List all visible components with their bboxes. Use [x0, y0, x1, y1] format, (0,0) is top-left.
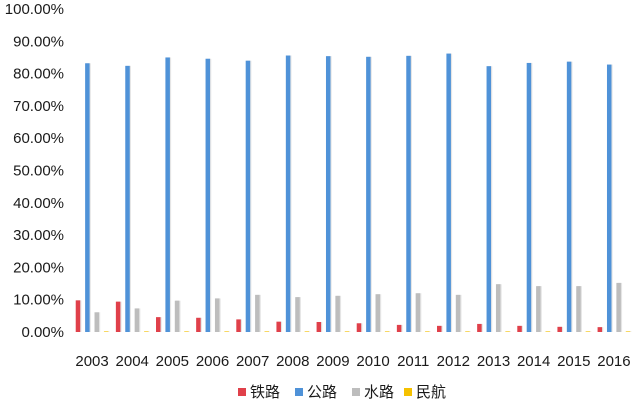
legend-label: 水路: [364, 383, 394, 401]
x-tick-label: 2009: [316, 353, 349, 370]
legend-label: 民航: [416, 383, 446, 401]
y-tick-label: 30.00%: [13, 227, 64, 244]
bar-2014-公路: [526, 62, 532, 332]
bar-2010-民航: [384, 331, 390, 332]
legend-swatch: [238, 388, 246, 396]
bar-2008-铁路: [276, 321, 281, 332]
bar-2005-公路: [165, 57, 170, 332]
bar-2009-水路: [335, 295, 340, 332]
bar-2012-水路: [455, 294, 461, 332]
bar-2004-民航: [144, 331, 149, 332]
bar-2003-水路: [94, 312, 100, 332]
legend-swatch: [295, 388, 303, 396]
bar-2006-水路: [214, 298, 220, 332]
x-tick-label: 2006: [196, 353, 229, 370]
bar-2005-民航: [184, 331, 189, 332]
bar-2005-水路: [174, 300, 180, 332]
bar-2013-民航: [505, 331, 510, 332]
y-tick-label: 80.00%: [13, 66, 64, 83]
y-tick-label: 40.00%: [13, 195, 64, 212]
bar-2009-民航: [344, 331, 350, 332]
bar-2014-水路: [536, 286, 541, 332]
bar-2016-民航: [625, 331, 631, 332]
legend-label: 铁路: [250, 383, 280, 401]
y-tick-label: 50.00%: [13, 163, 64, 180]
legend-swatch: [352, 388, 360, 396]
legend-label: 公路: [307, 383, 337, 401]
bar-2009-铁路: [316, 321, 322, 332]
bar-2005-铁路: [156, 317, 161, 332]
bar-2011-铁路: [396, 324, 402, 332]
bar-2015-铁路: [557, 326, 562, 332]
bar-2008-民航: [304, 331, 310, 332]
bar-2006-公路: [205, 58, 211, 332]
x-tick-label: 2015: [557, 353, 590, 370]
bar-2015-水路: [576, 286, 581, 332]
legend-item-铁路[interactable]: 铁路: [238, 383, 280, 401]
bar-2014-民航: [545, 331, 550, 332]
bar-2006-民航: [224, 331, 229, 332]
bar-2015-公路: [566, 61, 572, 333]
bar-2011-民航: [425, 331, 430, 332]
bar-2008-公路: [285, 55, 291, 333]
x-tick-label: 2005: [156, 353, 189, 370]
bar-2006-铁路: [196, 317, 201, 332]
x-tick-label: 2014: [517, 353, 550, 370]
bar-2003-铁路: [75, 300, 81, 332]
legend[interactable]: 铁路 公路 水路 民航: [238, 383, 446, 401]
bar-2007-铁路: [236, 319, 241, 332]
bar-2013-铁路: [477, 323, 482, 332]
y-axis: 0.00% 10.00% 20.00% 30.00% 40.00% 50.00% 60.00…: [5, 1, 64, 341]
bar-2008-水路: [295, 297, 300, 332]
bar-2012-民航: [465, 331, 470, 332]
x-tick-label: 2010: [356, 353, 389, 370]
x-tick-label: 2004: [116, 353, 149, 370]
bar-2016-公路: [606, 64, 612, 332]
x-tick-label: 2012: [437, 353, 470, 370]
x-tick-label: 2013: [477, 353, 510, 370]
x-tick-label: 2007: [236, 353, 269, 370]
bar-2003-公路: [85, 63, 90, 332]
y-tick-label: 20.00%: [13, 259, 64, 276]
bar-2014-铁路: [517, 325, 522, 332]
bar-2010-铁路: [356, 323, 362, 332]
bar-2003-民航: [103, 331, 109, 332]
bar-2007-公路: [245, 60, 251, 333]
x-axis: 2003 2004 2005 2006 2007 2008 2009 2010 2011 2012…: [75, 353, 630, 370]
bar-2004-公路: [125, 65, 130, 333]
bar-2013-水路: [495, 284, 501, 332]
x-tick-label: 2008: [276, 353, 309, 370]
bar-2012-铁路: [437, 325, 442, 332]
x-tick-label: 2003: [75, 353, 108, 370]
bar-2011-水路: [415, 293, 421, 332]
y-tick-label: 10.00%: [13, 292, 64, 309]
y-tick-label: 0.00%: [21, 324, 64, 341]
bar-2013-公路: [486, 66, 492, 333]
bar-2007-水路: [255, 294, 260, 332]
bar-2012-公路: [446, 53, 451, 332]
legend-swatch: [404, 388, 412, 396]
bar-2004-铁路: [115, 301, 121, 332]
x-tick-label: 2011: [397, 353, 429, 370]
bar-2011-公路: [406, 55, 411, 333]
bar-2004-水路: [134, 308, 140, 332]
bar-2016-铁路: [597, 327, 603, 332]
legend-item-民航[interactable]: 民航: [404, 383, 446, 401]
bar-2015-民航: [585, 331, 591, 332]
y-tick-label: 60.00%: [13, 130, 64, 147]
legend-item-公路[interactable]: 公路: [295, 383, 337, 401]
plot-area: [75, 53, 632, 333]
bar-2010-公路: [366, 56, 371, 332]
y-tick-label: 100.00%: [5, 1, 64, 18]
bar-2010-水路: [375, 294, 381, 332]
legend-item-水路[interactable]: 水路: [352, 383, 394, 401]
bar-2016-水路: [616, 282, 621, 332]
x-tick-label: 2016: [597, 353, 630, 370]
bar-2007-民航: [264, 331, 269, 332]
y-tick-label: 90.00%: [13, 33, 64, 50]
y-tick-label: 70.00%: [13, 98, 64, 115]
bar-2009-公路: [325, 56, 331, 333]
